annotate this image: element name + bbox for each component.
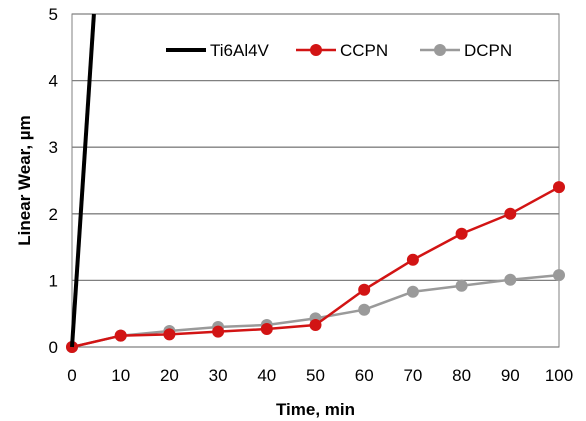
series-line-ti6al4v bbox=[70, 13, 96, 348]
data-point-ccpn bbox=[212, 325, 225, 338]
data-point-ccpn bbox=[553, 181, 565, 194]
legend-label: DCPN bbox=[464, 41, 512, 60]
x-tick-label: 60 bbox=[355, 366, 374, 385]
y-axis-title: Linear Wear, µm bbox=[15, 115, 34, 245]
y-tick-label: 1 bbox=[49, 271, 58, 290]
series-ti6al4v bbox=[70, 13, 96, 348]
y-tick-label: 0 bbox=[49, 338, 58, 357]
legend-label: Ti6Al4V bbox=[210, 41, 270, 60]
data-point-ccpn bbox=[455, 227, 468, 240]
x-tick-label: 20 bbox=[160, 366, 179, 385]
data-point-ccpn bbox=[163, 328, 176, 341]
x-tick-label: 70 bbox=[403, 366, 422, 385]
data-point-ccpn bbox=[406, 253, 419, 266]
data-point-ccpn bbox=[504, 207, 517, 220]
x-tick-label: 0 bbox=[67, 366, 76, 385]
x-tick-label: 90 bbox=[501, 366, 520, 385]
y-axis-ticks: 0 1 2 3 4 5 bbox=[49, 5, 58, 357]
legend-swatch-marker bbox=[310, 44, 322, 56]
data-point-ccpn bbox=[358, 283, 371, 296]
x-tick-label: 30 bbox=[209, 366, 228, 385]
data-point-dcpn bbox=[504, 273, 517, 286]
y-tick-label: 5 bbox=[49, 5, 58, 24]
legend: Ti6Al4V CCPN DCPN bbox=[166, 41, 512, 60]
legend-label: CCPN bbox=[340, 41, 388, 60]
gridlines bbox=[72, 13, 559, 348]
x-tick-label: 10 bbox=[111, 366, 130, 385]
x-tick-label: 100 bbox=[545, 366, 573, 385]
data-point-dcpn bbox=[406, 285, 419, 298]
y-tick-label: 3 bbox=[49, 138, 58, 157]
series-layer bbox=[66, 13, 565, 353]
legend-swatch-marker bbox=[434, 44, 446, 56]
data-point-ccpn bbox=[114, 329, 127, 342]
data-point-dcpn bbox=[358, 303, 371, 316]
legend-entry-ti6al4v: Ti6Al4V bbox=[166, 41, 270, 60]
x-tick-label: 80 bbox=[452, 366, 471, 385]
data-point-dcpn bbox=[455, 279, 468, 292]
x-axis-ticks: 0 10 20 30 40 50 60 70 80 90 100 bbox=[67, 366, 573, 385]
series-dcpn bbox=[66, 269, 565, 353]
series-ccpn bbox=[66, 181, 565, 353]
y-tick-label: 4 bbox=[49, 72, 58, 91]
y-tick-label: 2 bbox=[49, 205, 58, 224]
data-point-ccpn bbox=[309, 319, 322, 332]
data-point-ccpn bbox=[260, 323, 273, 336]
legend-entry-dcpn: DCPN bbox=[420, 41, 512, 60]
x-tick-label: 50 bbox=[306, 366, 325, 385]
legend-entry-ccpn: CCPN bbox=[296, 41, 388, 60]
x-axis-title: Time, min bbox=[276, 400, 355, 419]
plot-area-frame bbox=[71, 13, 560, 348]
x-tick-label: 40 bbox=[257, 366, 276, 385]
data-point-dcpn bbox=[553, 269, 565, 282]
